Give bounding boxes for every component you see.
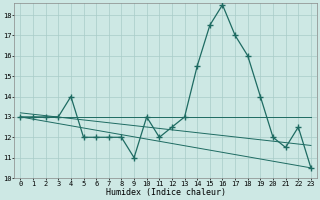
X-axis label: Humidex (Indice chaleur): Humidex (Indice chaleur) bbox=[106, 188, 226, 197]
